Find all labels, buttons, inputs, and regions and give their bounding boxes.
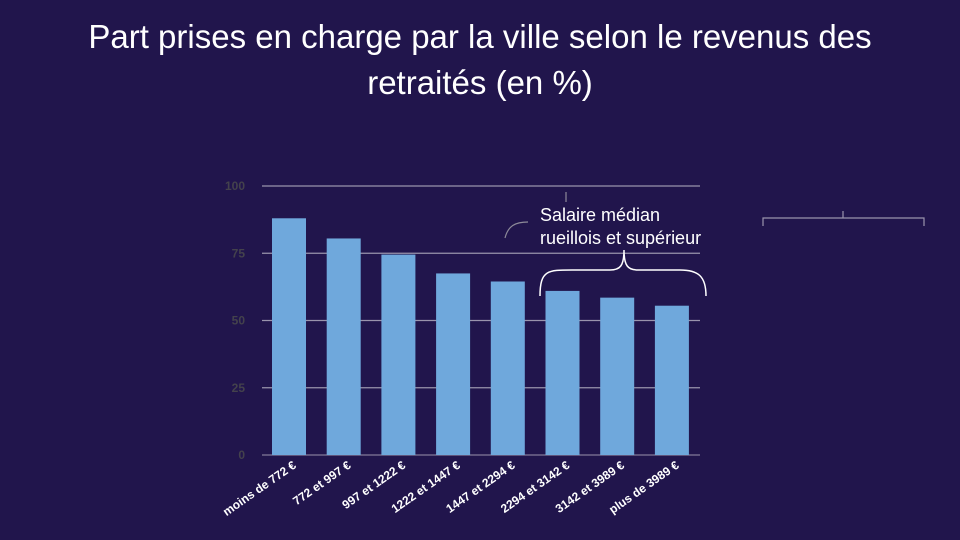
median-salary-annotation: Salaire médian rueillois et supérieur bbox=[540, 204, 701, 250]
y-tick-label: 0 bbox=[238, 448, 245, 462]
y-tick-label: 75 bbox=[232, 246, 246, 260]
annotation-braces bbox=[504, 192, 925, 297]
annotation-line-1: Salaire médian bbox=[540, 205, 661, 225]
curly-brace bbox=[539, 249, 707, 297]
x-tick-label: moins de 772 € bbox=[220, 458, 299, 519]
bar bbox=[545, 290, 580, 455]
bar bbox=[326, 238, 361, 455]
bar bbox=[654, 305, 689, 455]
bar bbox=[381, 254, 416, 455]
chart-title: Part prises en charge par la ville selon… bbox=[88, 18, 872, 101]
faint-brace-arc bbox=[504, 221, 529, 239]
x-axis-ticks: moins de 772 €772 et 997 €997 et 1222 €1… bbox=[220, 458, 682, 519]
bar bbox=[436, 273, 471, 455]
right-bracket bbox=[762, 211, 925, 226]
y-tick-label: 100 bbox=[225, 179, 245, 193]
y-tick-label: 25 bbox=[232, 381, 246, 395]
bars bbox=[272, 218, 689, 455]
y-axis-ticks: 0 25 50 75 100 bbox=[225, 179, 245, 462]
bar bbox=[600, 297, 635, 455]
annotation-line-2: rueillois et supérieur bbox=[540, 228, 702, 248]
y-tick-label: 50 bbox=[232, 314, 246, 328]
bar bbox=[490, 281, 525, 455]
bar bbox=[272, 218, 306, 455]
